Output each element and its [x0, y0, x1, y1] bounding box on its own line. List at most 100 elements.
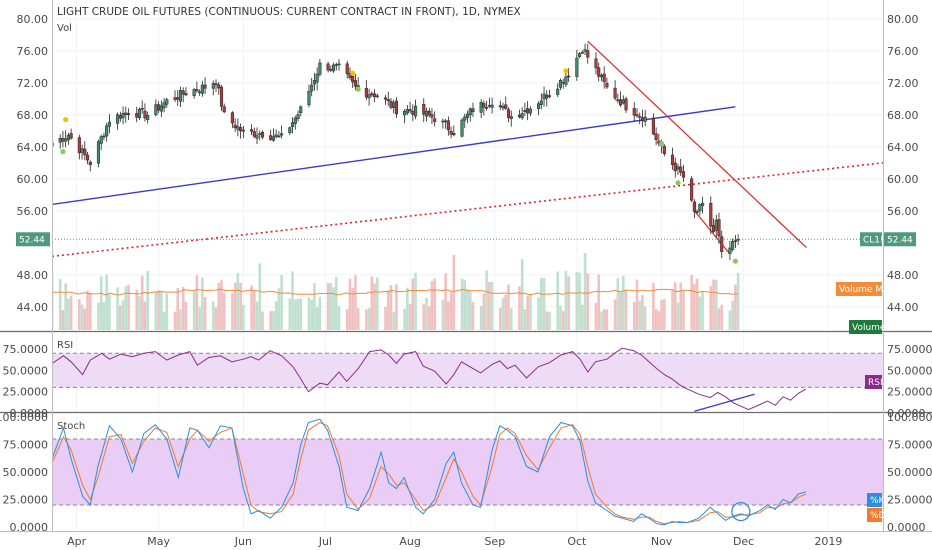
- volume-bar: [619, 291, 622, 330]
- left-price-tick: 44.00: [17, 301, 49, 314]
- candle-body: [487, 105, 491, 107]
- volume-bar: [673, 282, 677, 330]
- candle-body: [348, 73, 352, 78]
- candle-body: [635, 114, 639, 117]
- candle-body: [482, 103, 486, 108]
- candle-body: [463, 116, 467, 121]
- volume-bar: [217, 282, 221, 330]
- volume-bar: [425, 297, 428, 330]
- volume-bar: [97, 302, 100, 330]
- volume-bar: [176, 288, 180, 330]
- stoch-k-line: [51, 418, 807, 526]
- volume-bar: [269, 311, 272, 330]
- volume-bar: [499, 307, 502, 330]
- channel-upper-line: [587, 40, 807, 249]
- candle-body: [80, 148, 84, 153]
- volume-bar: [78, 299, 81, 330]
- right-price-tick: 48.00: [887, 269, 919, 282]
- candle-body: [621, 99, 625, 104]
- candle-body: [146, 115, 150, 121]
- volume-bar: [231, 293, 234, 330]
- volume-bars: [52, 253, 740, 330]
- candle-body: [222, 106, 226, 113]
- candle-body: [449, 131, 453, 135]
- left-price-tick: 80.00: [17, 13, 49, 26]
- candle-body: [405, 109, 409, 114]
- candle-body: [613, 87, 617, 99]
- volume-bar: [280, 274, 283, 330]
- volume-bar: [736, 272, 740, 330]
- candle-body: [720, 236, 724, 252]
- candle-body: [523, 109, 527, 112]
- volume-bar: [717, 308, 721, 330]
- stoch-left-tick: 0.0000: [10, 521, 49, 534]
- candle-body: [124, 112, 128, 116]
- candle-body: [424, 111, 429, 117]
- volume-bar: [337, 305, 341, 330]
- candle-body: [537, 103, 541, 109]
- right-price-tick: 60.00: [887, 173, 919, 186]
- volume-bar: [334, 276, 338, 330]
- candle-body: [230, 112, 234, 124]
- stoch-right-tick: 0.0000: [887, 521, 926, 534]
- candle-body: [394, 100, 398, 115]
- volume-bar: [728, 310, 732, 330]
- candle-body: [599, 74, 603, 78]
- trendlines: [52, 40, 883, 258]
- volume-bar: [509, 308, 513, 330]
- candle-body: [580, 52, 584, 54]
- candle-body: [498, 105, 502, 108]
- rsi-tag-text: RSI: [868, 378, 883, 388]
- volume-bar: [482, 293, 486, 330]
- candle-body: [389, 101, 393, 108]
- volume-bar: [690, 275, 693, 330]
- candle-body: [143, 110, 147, 119]
- volume-bar: [203, 296, 207, 330]
- volume-bar: [471, 302, 475, 330]
- volume-bar: [67, 298, 70, 330]
- volume-bar: [520, 259, 524, 330]
- rsi-left-tick: 0.0000: [10, 407, 49, 420]
- stoch-k-tag-bg: [867, 493, 882, 507]
- stoch-d-line: [51, 421, 807, 525]
- volume-bar: [408, 304, 412, 330]
- rsi-right-tick: 0.0000: [887, 407, 926, 420]
- candle-body: [373, 93, 377, 98]
- candle-body: [370, 93, 374, 96]
- candle-body: [427, 110, 431, 116]
- candle-body: [105, 125, 109, 137]
- candle-body: [159, 105, 163, 112]
- volume-bar: [211, 301, 215, 330]
- candle-body: [353, 80, 357, 87]
- candle-body: [351, 76, 355, 83]
- volume-bar: [370, 276, 374, 330]
- candle-body: [299, 106, 303, 114]
- candle-body: [567, 75, 571, 78]
- candle-body: [698, 204, 702, 212]
- volume-bar: [507, 284, 510, 330]
- rsi-legend: RSI: [57, 340, 73, 351]
- candle-body: [269, 135, 273, 140]
- volume-bar: [261, 311, 264, 330]
- candle-body: [154, 104, 158, 116]
- time-tick: Dec: [733, 535, 754, 548]
- volume-bar: [88, 292, 92, 330]
- volume-bar: [154, 292, 158, 330]
- volume-bar: [654, 309, 658, 330]
- volume-bar: [179, 309, 182, 330]
- candle-body: [77, 137, 81, 154]
- volume-bar: [160, 291, 163, 330]
- stoch-legend: Stoch: [57, 421, 85, 432]
- candle-body: [274, 134, 278, 137]
- volume-bar: [701, 291, 704, 330]
- volume-bar: [466, 289, 469, 330]
- volume-bar: [613, 299, 617, 330]
- time-tick: May: [147, 535, 170, 548]
- candle-body: [430, 114, 434, 118]
- volume-tag-bg: [849, 320, 882, 334]
- volume-bar: [108, 294, 111, 330]
- volume-bar: [83, 308, 87, 330]
- candle-body: [731, 241, 735, 250]
- candle-body: [460, 119, 464, 137]
